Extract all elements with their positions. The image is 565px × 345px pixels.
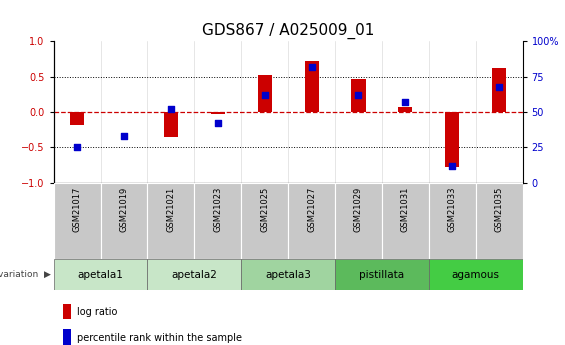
Text: log ratio: log ratio xyxy=(77,307,118,317)
Bar xyxy=(335,259,429,290)
Text: agamous: agamous xyxy=(452,270,499,279)
Bar xyxy=(211,112,225,114)
Bar xyxy=(382,183,429,259)
Text: GSM21017: GSM21017 xyxy=(73,187,81,232)
Title: GDS867 / A025009_01: GDS867 / A025009_01 xyxy=(202,22,375,39)
Point xyxy=(401,99,410,105)
Text: pistillata: pistillata xyxy=(359,270,405,279)
Bar xyxy=(335,183,382,259)
Bar xyxy=(164,112,178,137)
Bar xyxy=(63,304,72,319)
Point xyxy=(307,64,316,70)
Bar xyxy=(398,107,412,112)
Text: GSM21023: GSM21023 xyxy=(214,187,222,232)
Text: apetala1: apetala1 xyxy=(77,270,124,279)
Point xyxy=(447,163,457,169)
Point xyxy=(119,134,128,139)
Text: apetala3: apetala3 xyxy=(265,270,311,279)
Bar xyxy=(101,183,147,259)
Point xyxy=(214,121,223,126)
Text: genotype/variation  ▶: genotype/variation ▶ xyxy=(0,270,51,279)
Point xyxy=(495,84,504,89)
Bar xyxy=(54,183,101,259)
Text: GSM21021: GSM21021 xyxy=(167,187,175,232)
Point xyxy=(260,92,269,98)
Bar xyxy=(54,259,147,290)
Bar xyxy=(241,259,335,290)
Text: apetala2: apetala2 xyxy=(171,270,218,279)
Text: GSM21033: GSM21033 xyxy=(448,187,457,232)
Point xyxy=(354,92,363,98)
Bar xyxy=(63,329,72,345)
Bar xyxy=(476,183,523,259)
Text: GSM21025: GSM21025 xyxy=(260,187,269,232)
Text: GSM21035: GSM21035 xyxy=(495,187,503,232)
Bar xyxy=(258,75,272,112)
Text: GSM21029: GSM21029 xyxy=(354,187,363,232)
Text: GSM21031: GSM21031 xyxy=(401,187,410,232)
Bar xyxy=(351,79,366,112)
Text: GSM21019: GSM21019 xyxy=(120,187,128,232)
Bar xyxy=(241,183,288,259)
Point xyxy=(72,145,81,150)
Bar xyxy=(288,183,335,259)
Bar xyxy=(194,183,241,259)
Bar xyxy=(429,259,523,290)
Bar xyxy=(445,112,459,167)
Bar xyxy=(492,68,506,112)
Point xyxy=(166,107,175,112)
Text: percentile rank within the sample: percentile rank within the sample xyxy=(77,333,242,343)
Bar xyxy=(305,61,319,112)
Bar xyxy=(70,112,84,125)
Bar xyxy=(147,259,241,290)
Text: GSM21027: GSM21027 xyxy=(307,187,316,232)
Bar xyxy=(429,183,476,259)
Bar xyxy=(147,183,194,259)
